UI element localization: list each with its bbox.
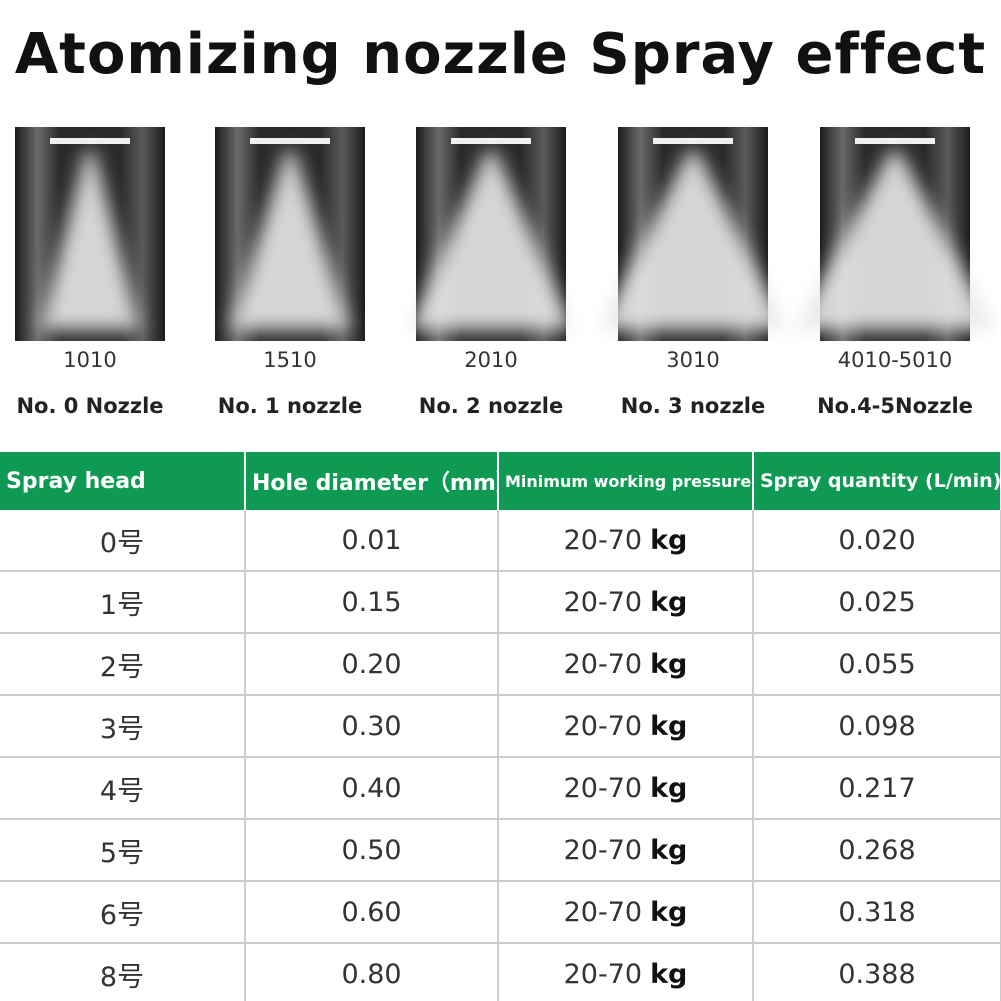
pressure: 20-70 [563,834,643,866]
pressure-cell: 20-70 kg [498,633,754,696]
pressure: 20-70 [563,958,643,990]
table-row: 6号 0.60 20-70 kg 0.318 [0,881,1001,944]
hole-diameter: 0.40 [245,757,499,820]
spray-head: 8号 [0,943,246,1001]
pressure-cell: 20-70 kg [498,819,754,882]
spray-image [215,127,365,341]
spray-image [599,127,787,341]
spray-head: 5号 [0,819,246,882]
column-header: Spray head [0,452,246,510]
table-row: 2号 0.20 20-70 kg 0.055 [0,633,1001,696]
hole-diameter: 0.30 [245,695,499,758]
nozzle-label: No. 2 nozzle [418,394,564,418]
pressure-unit: kg [650,958,688,990]
nozzle-code: 2010 [464,348,518,372]
pressure-unit: kg [650,896,688,928]
nozzle-bar [855,138,935,144]
nozzle-label: No. 1 nozzle [217,394,363,418]
pressure: 20-70 [563,710,643,742]
pressure-cell: 20-70 kg [498,881,754,944]
nozzle-label: No. 3 nozzle [620,394,766,418]
spray-head: 2号 [0,633,246,696]
spray-images [15,127,995,341]
title: Atomizing nozzle Spray effect [14,22,987,87]
table-row: 8号 0.80 20-70 kg 0.388 [0,943,1001,1001]
spray-head: 1号 [0,571,246,634]
spray-cone [795,150,995,330]
hole-diameter: 0.50 [245,819,499,882]
pressure-unit: kg [650,772,688,804]
table-row: 1号 0.15 20-70 kg 0.025 [0,571,1001,634]
spec-table: Spray head Hole diameter（mm） Minimum worki… [0,452,1001,1001]
spray-quantity: 0.318 [753,881,1001,944]
pressure-cell: 20-70 kg [498,943,754,1001]
table-row: 4号 0.40 20-70 kg 0.217 [0,757,1001,820]
spray-quantity: 0.020 [753,510,1001,572]
nozzle-bar [50,138,130,144]
pressure-unit: kg [650,586,688,618]
pressure-unit: kg [650,524,688,556]
pressure: 20-70 [563,648,643,680]
spray-cone [599,150,787,330]
spray-quantity: 0.098 [753,695,1001,758]
pressure-cell: 20-70 kg [498,571,754,634]
column-header: Minimum working pressure [498,452,754,510]
table-row: 0号 0.01 20-70 kg 0.020 [0,510,1001,572]
nozzle-bar [653,138,733,144]
spray-quantity: 0.055 [753,633,1001,696]
pressure-cell: 20-70 kg [498,695,754,758]
spray-quantity: 0.025 [753,571,1001,634]
nozzle-bar [250,138,330,144]
hole-diameter: 0.60 [245,881,499,944]
spray-head: 0号 [0,510,246,572]
spray-head: 3号 [0,695,246,758]
pressure-cell: 20-70 kg [498,510,754,572]
spray-cone [40,150,140,330]
pressure: 20-70 [563,524,643,556]
pressure-unit: kg [650,834,688,866]
nozzle-label: No.4-5Nozzle [817,394,973,418]
pressure: 20-70 [563,772,643,804]
pressure-unit: kg [650,710,688,742]
nozzle-code: 3010 [666,348,720,372]
spray-quantity: 0.268 [753,819,1001,882]
column-header: Spray quantity (L/min) [753,452,1001,510]
spray-quantity: 0.388 [753,943,1001,1001]
nozzle-bar [451,138,531,144]
hole-diameter: 0.01 [245,510,499,572]
table-row: 3号 0.30 20-70 kg 0.098 [0,695,1001,758]
pressure-cell: 20-70 kg [498,757,754,820]
spray-image [409,127,573,341]
pressure: 20-70 [563,586,643,618]
nozzle-label: No. 0 Nozzle [16,394,164,418]
pressure-unit: kg [650,648,688,680]
spray-cone [409,150,573,330]
spray-head: 6号 [0,881,246,944]
nozzle-code: 4010-5010 [837,348,953,372]
nozzle-code: 1510 [263,348,317,372]
pressure: 20-70 [563,896,643,928]
hole-diameter: 0.15 [245,571,499,634]
hole-diameter: 0.20 [245,633,499,696]
spray-quantity: 0.217 [753,757,1001,820]
spray-image [795,127,995,341]
spray-cone [230,150,350,330]
column-header: Hole diameter（mm） [245,452,499,510]
hole-diameter: 0.80 [245,943,499,1001]
nozzle-code: 1010 [63,348,117,372]
spray-image [15,127,165,341]
table-row: 5号 0.50 20-70 kg 0.268 [0,819,1001,882]
spray-head: 4号 [0,757,246,820]
